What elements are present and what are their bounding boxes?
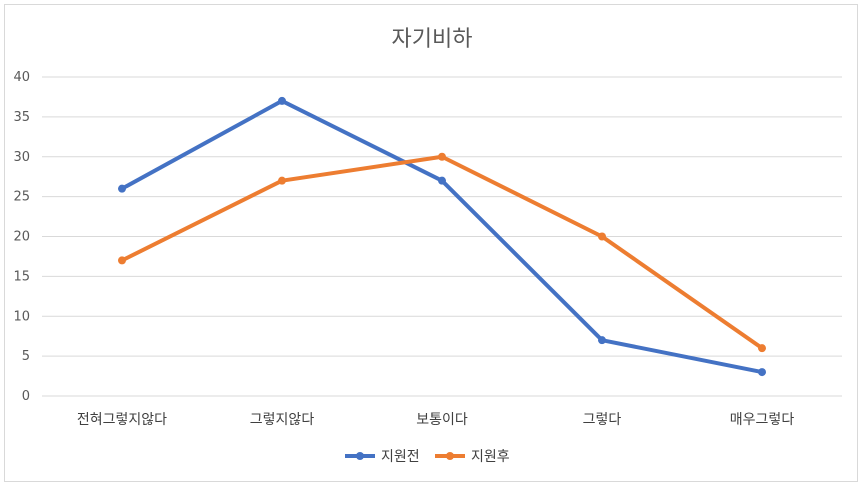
y-tick-label: 5 — [22, 349, 30, 364]
y-tick-label: 0 — [22, 389, 30, 404]
y-tick-label: 35 — [13, 110, 30, 125]
x-category-label: 보통이다 — [416, 412, 468, 428]
data-point — [758, 344, 766, 353]
legend: 지원전 지원후 — [345, 449, 510, 465]
x-category-label: 그렇다 — [583, 412, 622, 428]
series-2 — [118, 152, 766, 353]
x-category-label: 전혀그렇지않다 — [77, 412, 167, 428]
series-group — [118, 96, 766, 377]
gridlines — [42, 76, 842, 397]
series-1 — [118, 96, 766, 377]
x-axis-categories: 전혀그렇지않다 그렇지않다 보통이다 그렇다 매우그렇다 — [77, 412, 794, 428]
legend-label: 지원후 — [471, 449, 510, 465]
legend-label: 지원전 — [381, 449, 420, 465]
data-point — [438, 176, 446, 185]
legend-swatch-marker — [446, 452, 454, 460]
legend-item[interactable]: 지원후 — [435, 449, 510, 465]
y-axis-ticks: 0 5 10 15 20 25 30 35 40 — [13, 70, 30, 404]
y-tick-label: 10 — [13, 309, 30, 324]
data-point — [278, 96, 286, 105]
data-point — [118, 184, 126, 193]
data-point — [278, 176, 286, 185]
chart-area — [4, 4, 858, 482]
y-tick-label: 30 — [13, 150, 30, 165]
y-tick-label: 40 — [13, 70, 30, 85]
series-line — [120, 154, 764, 351]
data-point — [598, 232, 606, 241]
y-tick-label: 25 — [13, 190, 30, 205]
legend-item[interactable]: 지원전 — [345, 449, 420, 465]
chart-title: 자기비하 — [392, 27, 473, 52]
data-point — [438, 152, 446, 161]
y-tick-label: 20 — [13, 230, 30, 245]
legend-swatch-marker — [356, 452, 364, 460]
data-point — [118, 256, 126, 265]
y-tick-label: 15 — [13, 269, 30, 284]
data-point — [598, 336, 606, 345]
x-category-label: 매우그렇다 — [730, 412, 795, 428]
data-point — [758, 368, 766, 377]
x-category-label: 그렇지않다 — [250, 412, 315, 428]
